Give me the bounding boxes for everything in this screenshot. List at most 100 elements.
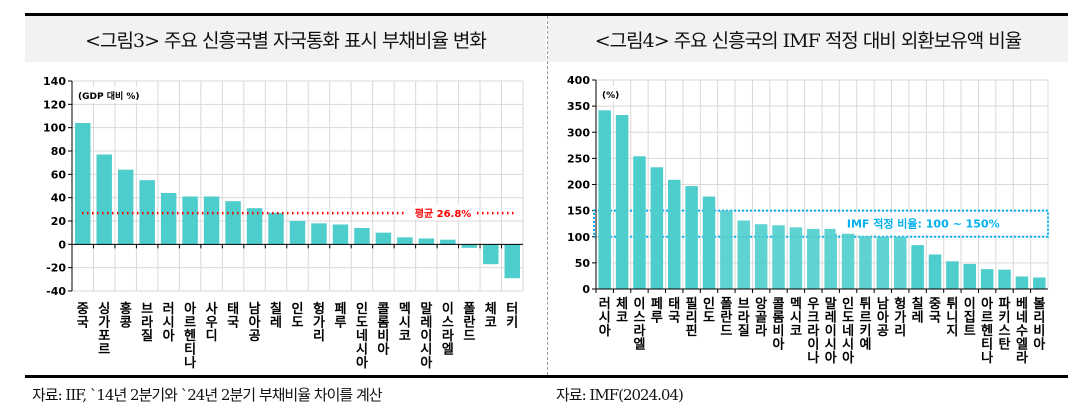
x-label-char: 아 — [420, 355, 432, 371]
x-label-char: 홍 — [120, 301, 132, 317]
x-label-char: 리 — [686, 310, 698, 326]
x-label-char: 도 — [356, 316, 368, 331]
x-label-char: 지 — [946, 324, 958, 339]
bar — [928, 254, 942, 289]
x-label-char: 시 — [163, 316, 175, 331]
y-tick-label: 300 — [567, 126, 590, 139]
x-label-char: 이 — [964, 296, 976, 312]
x-label-char: 리 — [1033, 310, 1045, 326]
x-label-char: 예 — [859, 337, 871, 353]
x-label-char: 이 — [442, 301, 454, 317]
left-source: 자료: IIF, `14년 2분기와 `24년 2분기 부채비율 차이를 계산 — [32, 386, 383, 404]
x-label-char: 네 — [1016, 310, 1028, 326]
x-label-char: 가 — [894, 311, 906, 326]
x-label-char: 롬 — [773, 310, 785, 326]
unit-label: (GDP 대비 %) — [78, 90, 140, 102]
x-label-char: 가 — [98, 316, 110, 331]
x-label-char: 시 — [825, 338, 837, 353]
average-label: 평균 26.8% — [415, 207, 472, 220]
x-label-char: 레 — [825, 311, 837, 326]
x-label-char: 시 — [399, 316, 411, 331]
y-tick-label: 0 — [58, 238, 66, 251]
x-label-char: 태 — [668, 297, 680, 312]
bar — [737, 220, 751, 289]
x-label-char: 브 — [738, 297, 750, 312]
x-label-char: 체 — [485, 302, 497, 317]
x-label-char: 나 — [807, 350, 819, 366]
x-label-char: 크 — [807, 311, 819, 326]
bar — [418, 238, 435, 245]
y-tick-label: 200 — [567, 179, 590, 192]
y-tick-label: 120 — [43, 98, 66, 111]
band-label-bg — [835, 213, 1039, 234]
x-label-char: 콜 — [773, 297, 785, 312]
bar — [203, 196, 220, 245]
x-label-char: 러 — [163, 301, 175, 317]
bar — [998, 269, 1011, 289]
x-label-char: 러 — [599, 296, 611, 312]
x-label-char: 사 — [206, 301, 218, 317]
bar — [911, 245, 924, 289]
bar — [311, 223, 327, 245]
x-label-char: 이 — [807, 337, 819, 353]
x-label-char: 란 — [720, 311, 732, 326]
x-label-char: 엘 — [633, 338, 645, 353]
bar — [246, 208, 263, 245]
x-label-char: 르 — [981, 311, 993, 326]
x-label-char: 라 — [755, 323, 767, 339]
x-label-char: 아 — [377, 342, 389, 358]
x-label-char: 파 — [999, 297, 1011, 312]
x-label-char: 드 — [463, 329, 475, 344]
x-label-char: 싱 — [98, 302, 110, 317]
x-label-char: 콜 — [377, 302, 389, 317]
x-label-char: 리 — [313, 328, 325, 344]
bar — [268, 212, 284, 245]
bar — [633, 156, 646, 289]
x-label-char: 시 — [790, 311, 802, 326]
x-label-char: 필 — [686, 297, 698, 312]
x-label-char: 이 — [420, 328, 432, 344]
x-label-char: 디 — [206, 328, 218, 344]
y-tick-label: 250 — [567, 152, 590, 165]
top-rule — [25, 13, 1068, 16]
x-label-char: 볼 — [1033, 297, 1045, 312]
x-label-char: 아 — [184, 301, 196, 317]
x-label-char: 헨 — [184, 329, 196, 344]
y-tick-label: 150 — [567, 205, 590, 218]
x-label-char: 튀 — [946, 296, 958, 312]
x-label-char: 아 — [842, 350, 854, 366]
y-tick-label: 400 — [567, 74, 590, 87]
panel-divider — [547, 16, 548, 375]
y-tick-label: 20 — [51, 215, 67, 228]
x-label-char: 남 — [249, 301, 261, 317]
x-label-char: 비 — [377, 329, 389, 344]
bar — [946, 261, 959, 289]
y-tick-label: 50 — [575, 257, 591, 270]
x-label-char: 페 — [651, 297, 663, 312]
x-label-char: 우 — [206, 316, 218, 331]
bar — [332, 224, 349, 245]
x-label-char: 도 — [292, 316, 304, 331]
x-label-char: 앙 — [755, 296, 767, 312]
x-label-char: 수 — [1016, 324, 1028, 339]
bar — [483, 244, 499, 265]
x-label-char: 네 — [842, 323, 854, 339]
x-label-char: 나 — [184, 355, 196, 371]
x-label-char: 아 — [981, 296, 993, 312]
x-label-char: 골 — [755, 311, 767, 326]
